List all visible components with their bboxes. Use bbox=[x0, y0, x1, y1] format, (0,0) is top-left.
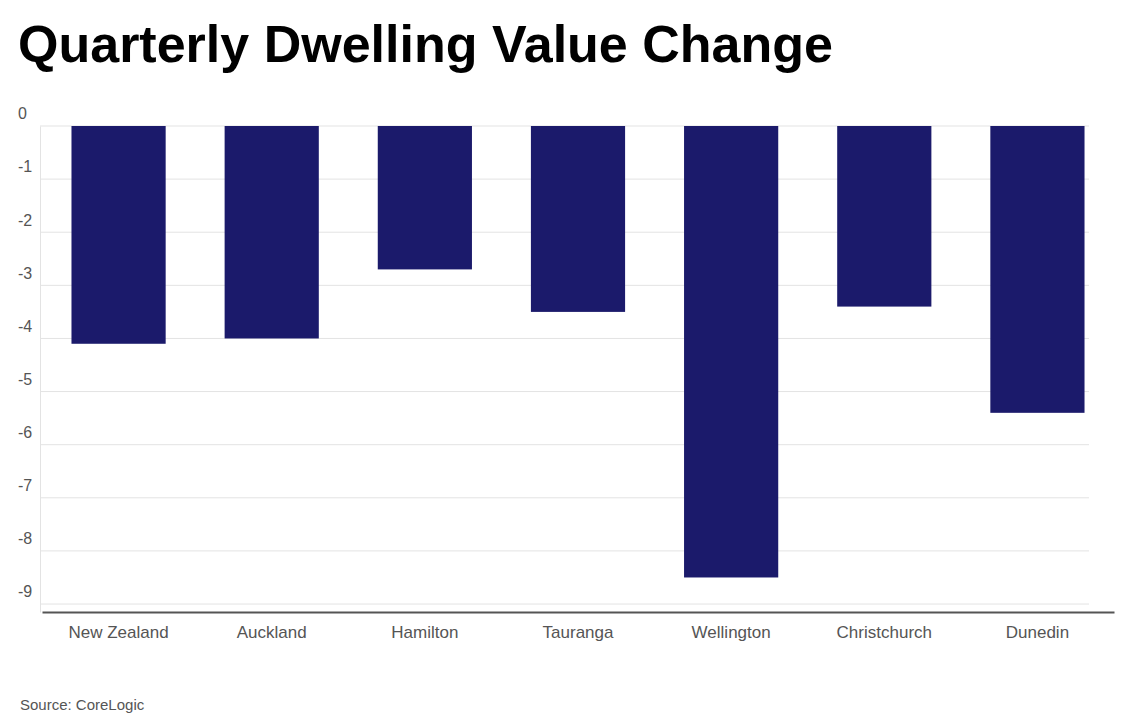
chart: Quarterly Dwelling Value Change 0 -1 -2 -3 -4… bbox=[0, 0, 1123, 721]
y-tick-label: 0 bbox=[18, 105, 27, 122]
x-tick: Dunedin bbox=[1006, 612, 1069, 642]
y-tick: 0 bbox=[18, 105, 40, 126]
y-tick: -3 bbox=[18, 265, 40, 286]
grid-line bbox=[40, 444, 1089, 445]
grid-line bbox=[40, 391, 1089, 392]
y-tick: -7 bbox=[18, 477, 40, 498]
x-tick: Wellington bbox=[692, 612, 771, 642]
y-tick: -6 bbox=[18, 424, 40, 445]
title: Quarterly Dwelling Value Change bbox=[18, 15, 833, 73]
y-tick: -5 bbox=[18, 371, 40, 392]
y-tick-label: -4 bbox=[18, 318, 32, 335]
bar bbox=[990, 126, 1084, 413]
x-tick-label: Christchurch bbox=[837, 623, 932, 642]
x-tick: Christchurch bbox=[837, 612, 932, 642]
y-tick-label: -1 bbox=[18, 158, 32, 175]
x-tick: Hamilton bbox=[391, 612, 458, 642]
y-tick-label: -3 bbox=[18, 265, 32, 282]
y-tick-label: -6 bbox=[18, 424, 32, 441]
y-tick-label: -5 bbox=[18, 371, 32, 388]
y-tick-label: -7 bbox=[18, 477, 32, 494]
bar bbox=[71, 126, 165, 344]
bar bbox=[531, 126, 625, 312]
bars bbox=[71, 126, 1084, 577]
x-tick-label: Auckland bbox=[237, 623, 307, 642]
y-tick: -4 bbox=[18, 318, 40, 339]
grid-line bbox=[40, 338, 1089, 339]
y-tick-label: -8 bbox=[18, 530, 32, 547]
x-axis-line bbox=[43, 612, 1115, 614]
x-tick-label: Tauranga bbox=[543, 623, 614, 642]
bar bbox=[378, 126, 472, 269]
x-tick-label: New Zealand bbox=[68, 623, 168, 642]
y-tick: -9 bbox=[18, 583, 40, 604]
x-tick-label: Hamilton bbox=[391, 623, 458, 642]
bar bbox=[837, 126, 931, 307]
x-tick: New Zealand bbox=[68, 612, 168, 642]
x-tick: Auckland bbox=[237, 612, 307, 642]
grid bbox=[40, 126, 1089, 604]
y-tick-label: -9 bbox=[18, 583, 32, 600]
y-tick-label: -2 bbox=[18, 212, 32, 229]
grid-line bbox=[40, 497, 1089, 498]
x-tick-label: Wellington bbox=[692, 623, 771, 642]
x-tick: Tauranga bbox=[543, 612, 614, 642]
x-tick-label: Dunedin bbox=[1006, 623, 1069, 642]
y-tick: -8 bbox=[18, 530, 40, 551]
grid-line bbox=[40, 604, 1089, 605]
bar bbox=[684, 126, 778, 577]
x-axis: New Zealand Auckland Hamilton Tauranga Welli… bbox=[43, 612, 1115, 642]
y-axis-line bbox=[40, 127, 41, 613]
y-axis: 0 -1 -2 -3 -4 -5 -6 -7 -8 -9 bbox=[18, 105, 41, 612]
y-tick: -2 bbox=[18, 212, 40, 233]
grid-line bbox=[40, 550, 1089, 551]
source: Source: CoreLogic bbox=[20, 696, 145, 713]
y-tick: -1 bbox=[18, 158, 40, 179]
bar bbox=[225, 126, 319, 338]
